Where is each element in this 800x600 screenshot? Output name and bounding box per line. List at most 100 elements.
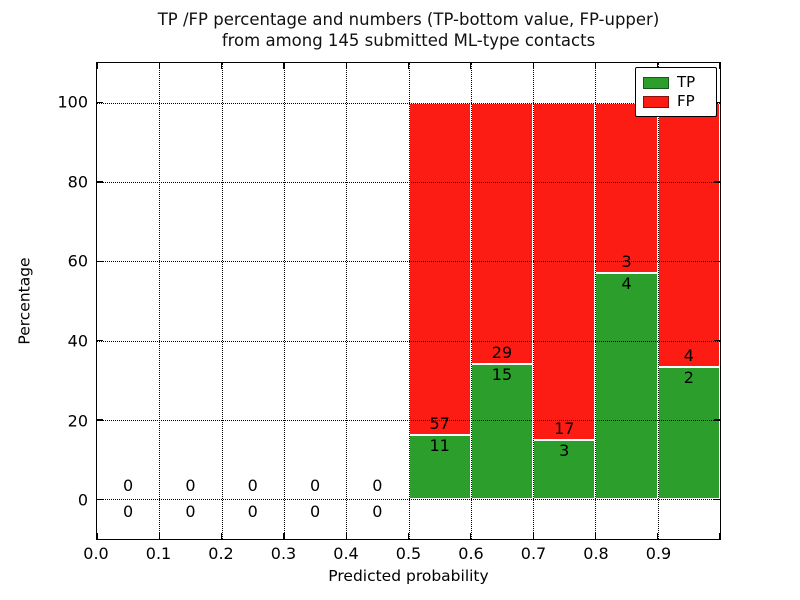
gridline-horizontal	[97, 261, 720, 263]
gridline-horizontal	[97, 102, 720, 104]
fp-count-label: 57	[429, 414, 450, 434]
x-tick-mark	[96, 533, 98, 539]
x-tick-mark	[532, 63, 534, 69]
legend-item-fp: FP	[643, 92, 709, 111]
fp-bar-segment	[595, 102, 658, 273]
fp-bar-segment	[657, 102, 720, 368]
chart-title-line2: from among 145 submitted ML-type contact…	[221, 31, 596, 50]
fp-legend-swatch	[643, 95, 669, 108]
x-tick-mark	[407, 533, 410, 539]
gridline-horizontal	[97, 182, 720, 183]
tp-count-label: 0	[247, 502, 258, 522]
x-tick-mark	[719, 63, 721, 69]
x-tick-mark	[532, 533, 534, 539]
legend: TP FP	[635, 67, 717, 117]
x-tick-mark	[221, 63, 223, 69]
plot-area: TP FP 0 0 0 0 0 0 0 0 0 0 57 11 29 15 17 3 3 4 4 2	[96, 62, 721, 540]
fp-count-label: 0	[185, 476, 196, 496]
fp-count-label: 29	[491, 343, 513, 363]
y-tick-mark	[714, 181, 720, 183]
tp-bar-segment	[470, 364, 534, 500]
gridline-vertical	[346, 63, 348, 539]
tp-legend-label: TP	[677, 73, 696, 91]
x-tick-mark	[221, 533, 223, 539]
x-tick-mark	[470, 63, 472, 69]
tp-legend-swatch	[643, 76, 669, 89]
gridline-horizontal	[97, 340, 720, 342]
tp-count-label: 0	[123, 502, 134, 522]
x-tick-mark	[657, 63, 659, 69]
x-tick-label: 0.4	[333, 544, 359, 563]
gridline-vertical	[159, 63, 161, 539]
gridline-vertical	[283, 63, 285, 539]
x-tick-label: 0.3	[270, 544, 297, 563]
y-tick-mark	[97, 102, 103, 104]
x-tick-mark	[594, 63, 597, 69]
y-tick-label: 60	[67, 251, 88, 271]
gridline-vertical	[533, 63, 535, 539]
x-tick-label: 0.6	[458, 544, 484, 563]
legend-item-tp: TP	[643, 73, 709, 92]
fp-count-label: 0	[309, 476, 321, 496]
x-tick-mark	[96, 63, 98, 69]
fp-count-label: 3	[621, 251, 632, 271]
y-tick-mark	[714, 498, 720, 501]
fp-bar-segment	[408, 102, 471, 436]
tp-bar-segment	[533, 439, 596, 500]
y-tick-label: 0	[77, 490, 88, 510]
x-tick-label: 0.8	[583, 544, 609, 563]
y-tick-mark	[97, 181, 103, 183]
x-tick-mark	[158, 63, 160, 69]
gridline-vertical	[408, 63, 410, 539]
x-tick-mark	[657, 533, 659, 539]
tp-bar-segment	[595, 272, 658, 500]
x-tick-mark	[594, 533, 597, 539]
y-tick-mark	[714, 102, 720, 104]
y-tick-label: 100	[57, 92, 88, 112]
x-tick-mark	[283, 533, 285, 539]
tp-count-label: 11	[429, 436, 450, 456]
y-tick-label: 80	[67, 172, 88, 191]
tp-count-label: 0	[372, 502, 383, 522]
fp-legend-label: FP	[677, 92, 695, 110]
y-tick-mark	[97, 419, 103, 421]
y-tick-mark	[97, 498, 103, 501]
y-tick-labels: 0 20 40 60 80 100	[0, 62, 88, 540]
fp-count-label: 4	[683, 346, 694, 366]
y-tick-mark	[714, 340, 720, 342]
fp-count-label: 0	[247, 476, 258, 496]
y-tick-mark	[97, 340, 103, 342]
y-tick-mark	[714, 419, 720, 421]
x-tick-label: 0.1	[145, 544, 172, 563]
x-tick-mark	[283, 63, 285, 69]
tp-count-label: 15	[491, 365, 513, 385]
gridline-vertical	[470, 63, 472, 539]
x-tick-mark	[407, 63, 410, 69]
tp-count-label: 3	[559, 440, 570, 460]
tp-bar-segment	[408, 435, 471, 500]
x-tick-label: 0.2	[208, 544, 234, 563]
x-tick-mark	[470, 533, 472, 539]
y-tick-mark	[97, 260, 103, 263]
x-tick-mark	[345, 533, 347, 539]
fp-count-label: 0	[372, 476, 383, 496]
fp-bar-segment	[533, 102, 596, 440]
x-tick-label: 0.5	[395, 544, 422, 563]
tp-count-label: 4	[621, 273, 632, 293]
gridline-horizontal	[97, 499, 720, 501]
y-tick-label: 40	[67, 331, 88, 351]
x-tick-label: 0.7	[520, 544, 547, 563]
gridline-vertical	[595, 63, 597, 539]
x-tick-mark	[158, 533, 160, 539]
x-tick-label: 0.0	[83, 544, 109, 563]
chart-title: TP /FP percentage and numbers (TP-bottom…	[96, 9, 721, 51]
fp-bar-segment	[470, 102, 534, 365]
gridline-horizontal	[97, 420, 720, 421]
x-tick-mark	[345, 63, 347, 69]
chart-title-line1: TP /FP percentage and numbers (TP-bottom…	[157, 10, 660, 29]
x-tick-label: 0.9	[645, 544, 672, 563]
y-tick-mark	[714, 260, 720, 263]
gridline-vertical	[657, 63, 659, 539]
tp-count-label: 0	[309, 502, 321, 522]
